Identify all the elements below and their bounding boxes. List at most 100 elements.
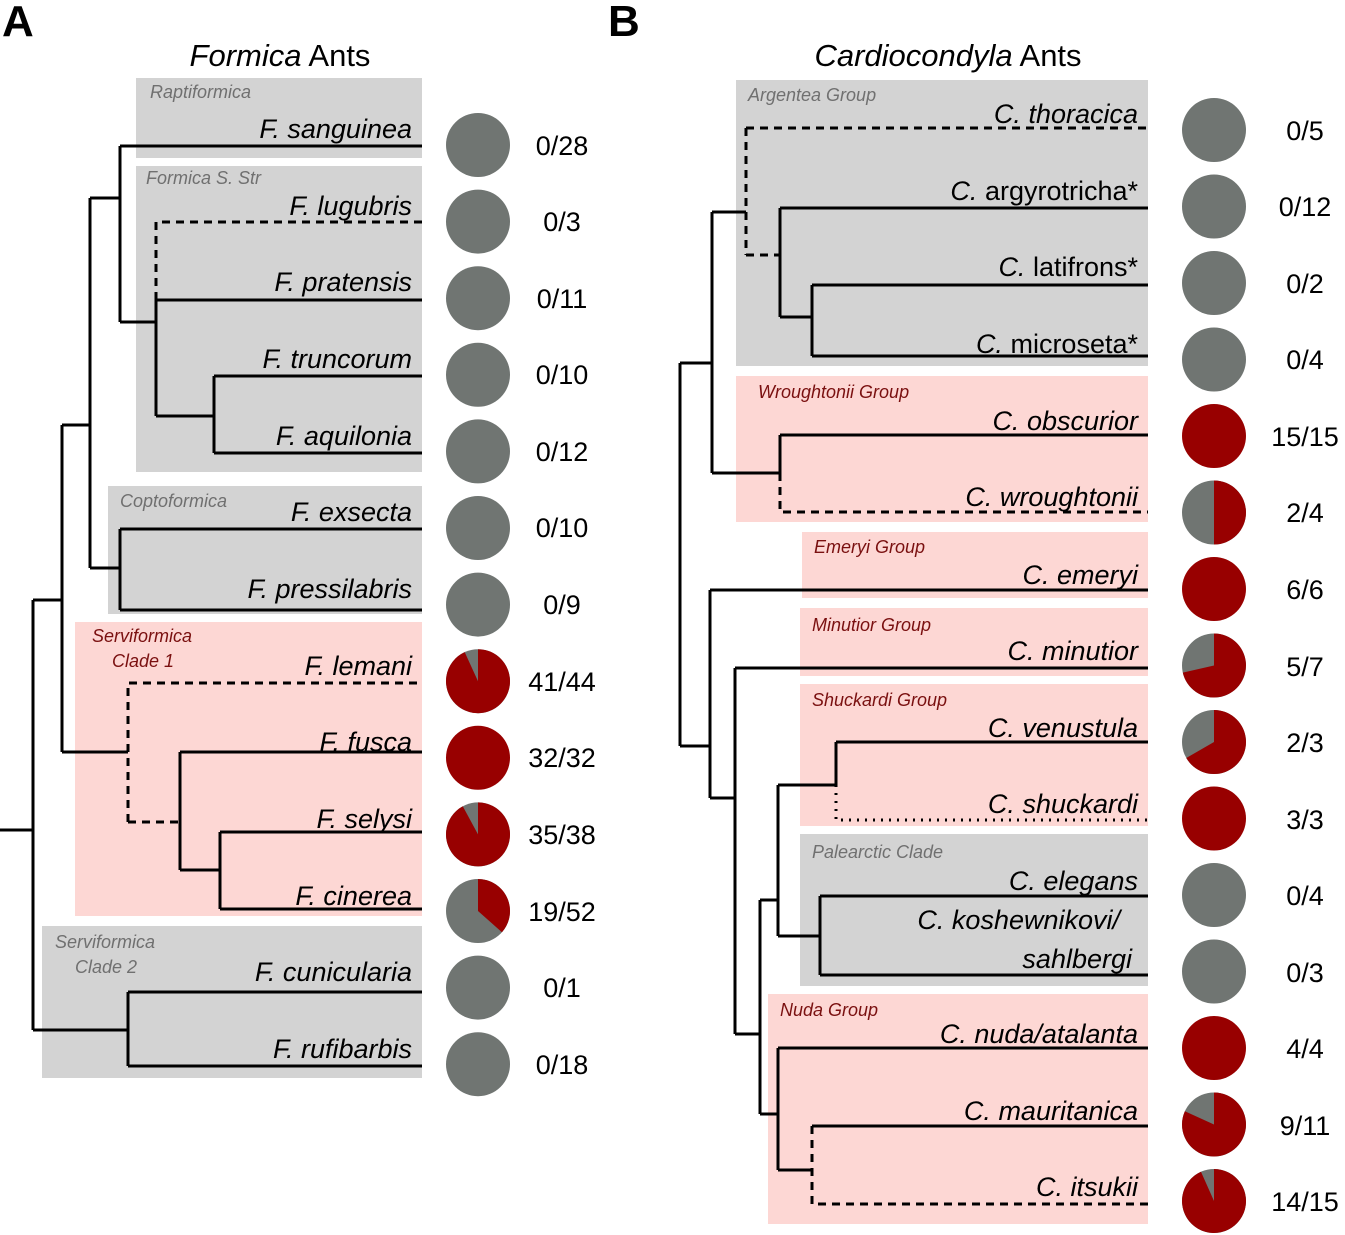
pie-chart: [446, 189, 510, 254]
pie-slice-infected: [1181, 1092, 1246, 1157]
count-label: 35/38: [528, 820, 596, 850]
count-label: 15/15: [1271, 422, 1339, 452]
count-label: 6/6: [1286, 575, 1324, 605]
count-label: 32/32: [528, 743, 596, 773]
species-label: C. elegans: [1009, 866, 1138, 896]
count-label: 19/52: [528, 897, 596, 927]
pie-chart: [446, 266, 510, 331]
count-label: 0/3: [1286, 958, 1324, 988]
group-box-serviformica-clade-1: [75, 622, 422, 916]
count-label: 0/28: [536, 131, 589, 161]
species-label: C. nuda/atalanta: [940, 1019, 1138, 1049]
pie-chart: [1182, 327, 1246, 392]
panel-a-title: Formica Ants: [190, 38, 371, 73]
count-label: 0/12: [536, 437, 589, 467]
species-label: C. microseta*: [976, 329, 1139, 359]
group-label: Raptiformica: [150, 82, 251, 102]
count-label: 2/4: [1286, 498, 1324, 528]
phylogeny-tree-a: [0, 144, 422, 1068]
pie-chart: [446, 113, 510, 177]
species-label: F. lemani: [304, 651, 413, 681]
pie-slice-infected: [1186, 710, 1247, 774]
species-label: C. wroughtonii: [965, 482, 1139, 512]
pie-chart: [1182, 786, 1246, 851]
count-label: 9/11: [1280, 1111, 1331, 1141]
species-label: F. rufibarbis: [273, 1034, 412, 1064]
group-box-nuda: [768, 994, 1148, 1224]
species-label: F. truncorum: [262, 344, 412, 374]
species-label: F. cinerea: [295, 881, 412, 911]
count-label: 3/3: [1286, 805, 1324, 835]
pie-chart: [1182, 557, 1246, 621]
pie-slice-infected: [1214, 480, 1246, 545]
count-label: 14/15: [1271, 1187, 1339, 1217]
count-label: 4/4: [1286, 1034, 1324, 1064]
panel-b-title: Cardiocondyla Ants: [814, 38, 1081, 73]
pie-slice-infected: [445, 649, 510, 714]
panel-b-letter: B: [608, 0, 640, 46]
group-box-serviformica-clade-2: [42, 926, 422, 1078]
pie-chart: [1182, 174, 1246, 239]
group-box-shuckardi: [800, 684, 1148, 826]
group-label: Palearctic Clade: [812, 842, 943, 862]
group-box-coptoformica: [108, 486, 422, 614]
group-box-minutior: [800, 608, 1148, 676]
pie-slice-infected: [478, 879, 510, 933]
species-label: C. itsukii: [1036, 1172, 1139, 1202]
phylogeny-tree-b: [678, 126, 1148, 1206]
species-label-continued: sahlbergi: [1022, 944, 1133, 974]
count-label: 0/4: [1286, 345, 1324, 375]
group-label: Minutior Group: [812, 615, 931, 635]
group-label: Formica S. Str: [146, 168, 262, 188]
species-label: F. selysi: [316, 804, 413, 834]
panel-a-letter: A: [2, 0, 34, 46]
species-label: F. aquilonia: [276, 421, 412, 451]
species-label: C. koshewnikovi/: [917, 905, 1122, 935]
count-label: 0/5: [1286, 116, 1324, 146]
pie-chart: [1182, 98, 1246, 162]
species-label: F. cunicularia: [255, 957, 412, 987]
species-label: C. argyrotricha*: [950, 176, 1138, 206]
species-label: C. shuckardi: [988, 789, 1139, 819]
group-box-emeryi: [802, 532, 1148, 598]
species-labels-b: C. thoracica C. argyrotricha* C. latifro…: [917, 99, 1139, 1202]
group-box-palearctic: [800, 834, 1148, 986]
count-label: 0/12: [1279, 192, 1332, 222]
count-label: 5/7: [1286, 652, 1324, 682]
species-label: C. minutior: [1007, 636, 1139, 666]
pie-chart: [1182, 1016, 1246, 1080]
counts-b: 0/5 0/12 0/2 0/4 15/15 2/4 6/6 5/7 2/3 3…: [1271, 116, 1339, 1217]
species-label: F. pratensis: [274, 267, 412, 297]
group-label: Nuda Group: [780, 1000, 878, 1020]
species-label: C. obscurior: [992, 406, 1139, 436]
group-label: Serviformica: [92, 626, 192, 646]
pie-chart: [446, 955, 510, 1020]
panel-a: A Formica Ants Raptiformica Formica S. S…: [0, 0, 596, 1097]
pie-chart: [446, 572, 510, 637]
group-label: Serviformica: [55, 932, 155, 952]
count-label: 0/9: [543, 590, 581, 620]
species-label: F. fusca: [319, 727, 412, 757]
species-label: F. sanguinea: [259, 114, 412, 144]
group-label: Emeryi Group: [814, 537, 925, 557]
group-label: Clade 2: [75, 957, 137, 977]
species-labels-a: F. sanguinea F. lugubris F. pratensis F.…: [247, 114, 413, 1064]
pie-chart: [446, 496, 510, 560]
count-label: 0/10: [536, 360, 589, 390]
group-label: Clade 1: [112, 651, 174, 671]
group-box-wroughtonii: [736, 376, 1148, 522]
species-label: C. emeryi: [1022, 560, 1139, 590]
count-label: 0/4: [1286, 881, 1324, 911]
pie-chart: [1182, 251, 1246, 315]
pie-chart: [446, 342, 510, 407]
pie-chart: [446, 419, 510, 484]
group-label: Wroughtonii Group: [758, 382, 909, 402]
group-box-formica-s-str: [136, 166, 422, 472]
pie-chart: [1182, 404, 1246, 468]
pie-chart: [446, 1032, 510, 1097]
counts-a: 0/28 0/3 0/11 0/10 0/12 0/10 0/9 41/44 3…: [528, 131, 596, 1080]
pie-charts-a: [445, 113, 511, 1097]
species-label: F. pressilabris: [247, 574, 412, 604]
count-label: 2/3: [1286, 728, 1324, 758]
